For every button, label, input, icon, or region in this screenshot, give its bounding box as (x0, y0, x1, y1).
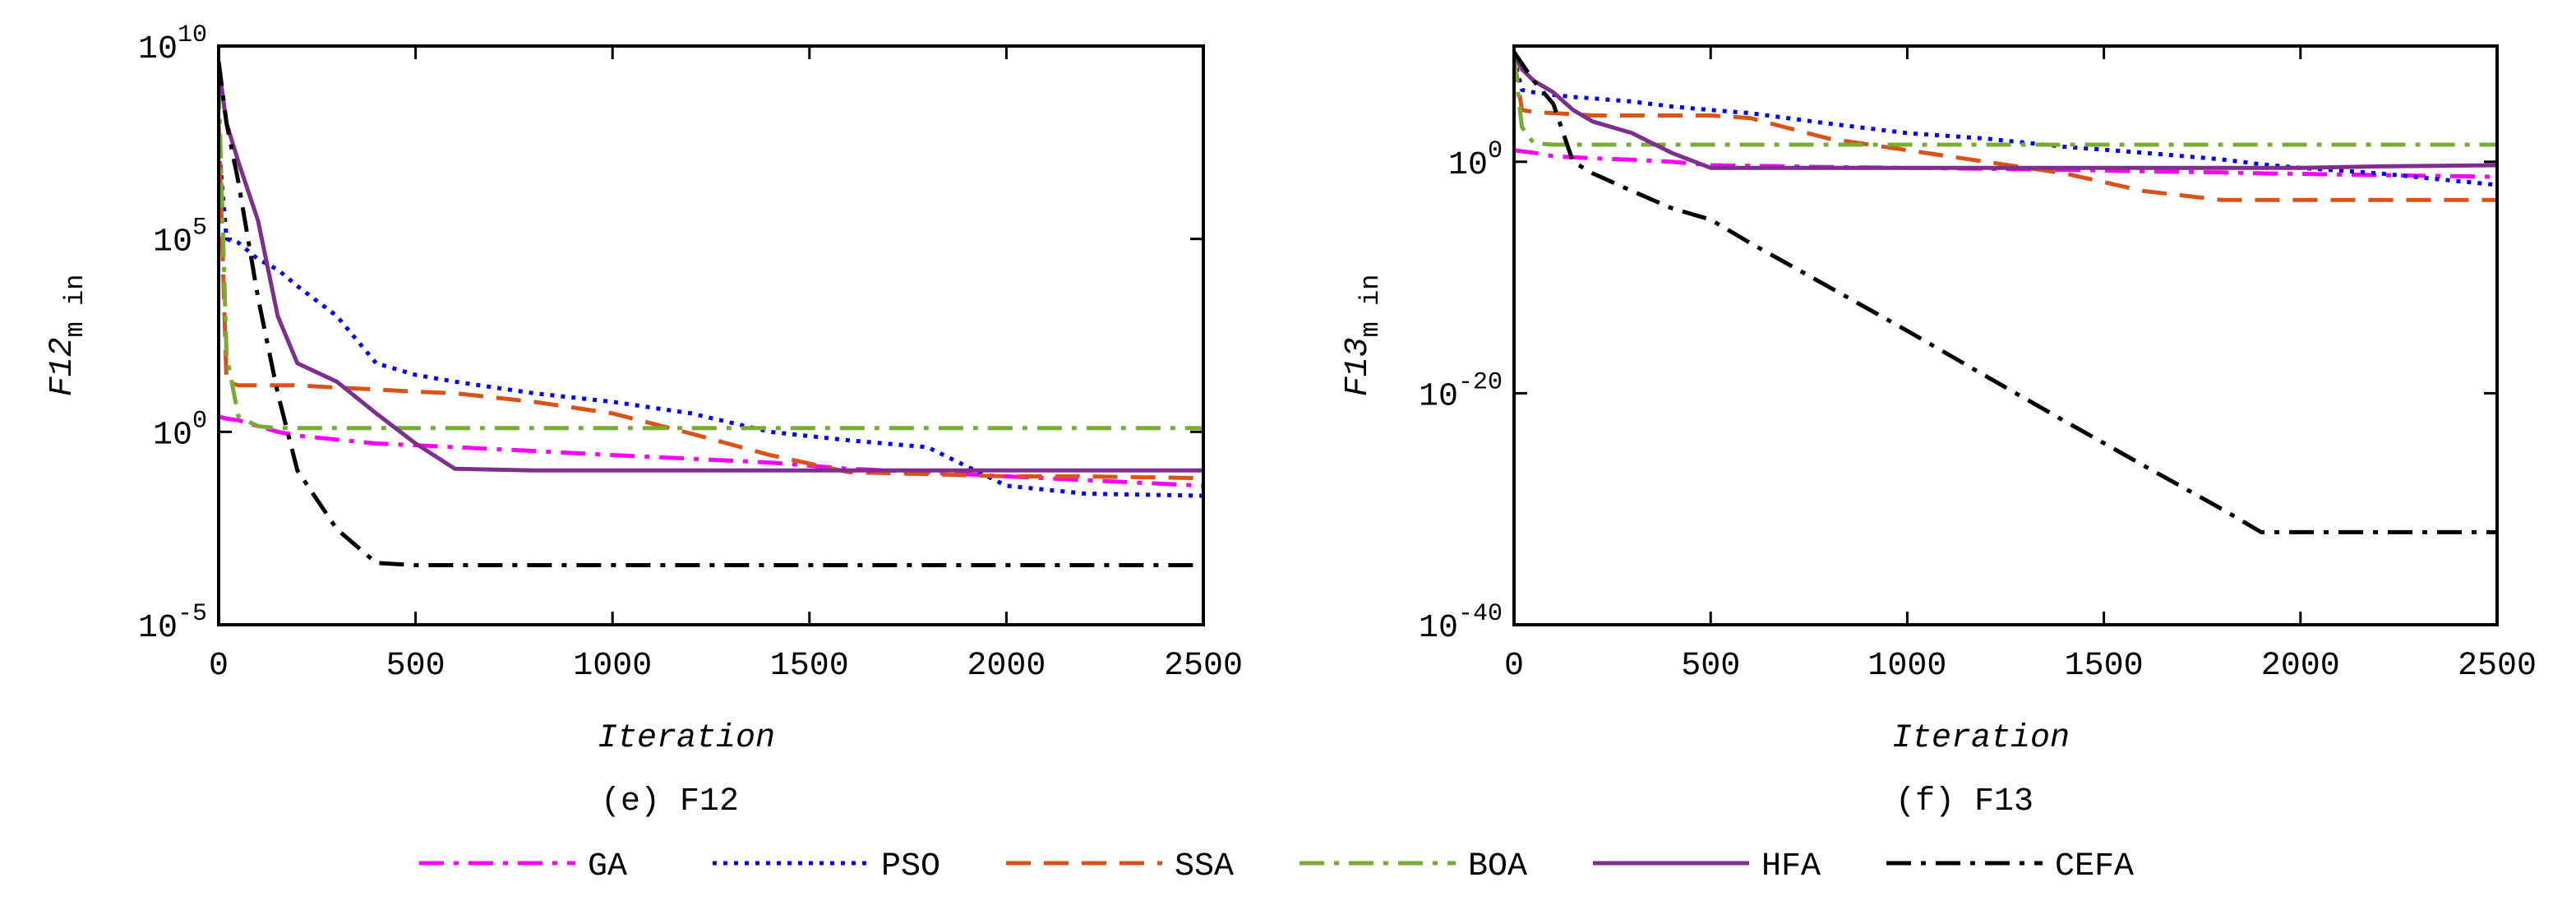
series-line (219, 66, 1203, 473)
plot-frame (217, 44, 1205, 626)
y-tick-label: 100 (153, 407, 207, 454)
x-tick-label: 2000 (967, 648, 1046, 685)
y-tick-label: 105 (153, 215, 207, 261)
x-tick-label: 2500 (1164, 648, 1243, 685)
legend-label: PSO (881, 848, 940, 885)
y-axis-label: F13m in (1340, 275, 1386, 397)
x-axis-label: Iteration (598, 720, 775, 757)
y-tick-label: 1010 (138, 21, 207, 68)
plot-frame (1512, 44, 2499, 626)
y-tick-label: 10-40 (1419, 600, 1503, 647)
x-tick-label: 2000 (2261, 648, 2340, 685)
y-label-main: F13 (1340, 337, 1377, 396)
y-tick-label: 10-5 (138, 600, 207, 647)
legend-label: HFA (1761, 848, 1821, 885)
legend-label: BOA (1468, 848, 1527, 885)
x-tick-label: 2500 (2458, 648, 2537, 685)
series-line (1514, 53, 2497, 170)
y-tick-label: 100 (1448, 137, 1503, 184)
series-line (1514, 57, 2497, 187)
y-tick-label: 10-20 (1419, 368, 1503, 415)
caption: (f) F13 (1895, 783, 2034, 820)
series-line (1514, 57, 2497, 147)
x-tick-label: 1500 (2065, 648, 2144, 685)
x-tick-label: 1000 (573, 648, 652, 685)
series-line (219, 122, 1203, 481)
y-label-main: F12 (44, 337, 81, 396)
series-line (1514, 50, 2497, 534)
series-line (1514, 148, 2497, 179)
x-tick-label: 1500 (770, 648, 849, 685)
caption: (e) F12 (601, 783, 739, 820)
x-tick-label: 500 (1681, 648, 1740, 685)
series-line (219, 84, 1203, 431)
plot-lines (1514, 50, 2497, 534)
y-axis-label: F12m in (44, 275, 90, 397)
x-tick-label: 0 (209, 648, 229, 685)
plot-lines (219, 61, 1203, 567)
y-label-sub: m in (1355, 275, 1386, 338)
series-line (1514, 57, 2497, 202)
legend-label: GA (588, 848, 627, 885)
series-line (219, 61, 1203, 567)
x-axis-label: Iteration (1892, 720, 2070, 757)
x-tick-label: 1000 (1867, 648, 1946, 685)
legend-label: CEFA (2055, 848, 2134, 885)
x-tick-label: 0 (1504, 648, 1524, 685)
legend-label: SSA (1175, 848, 1234, 885)
x-tick-label: 500 (386, 648, 445, 685)
y-label-sub: m in (60, 275, 90, 338)
